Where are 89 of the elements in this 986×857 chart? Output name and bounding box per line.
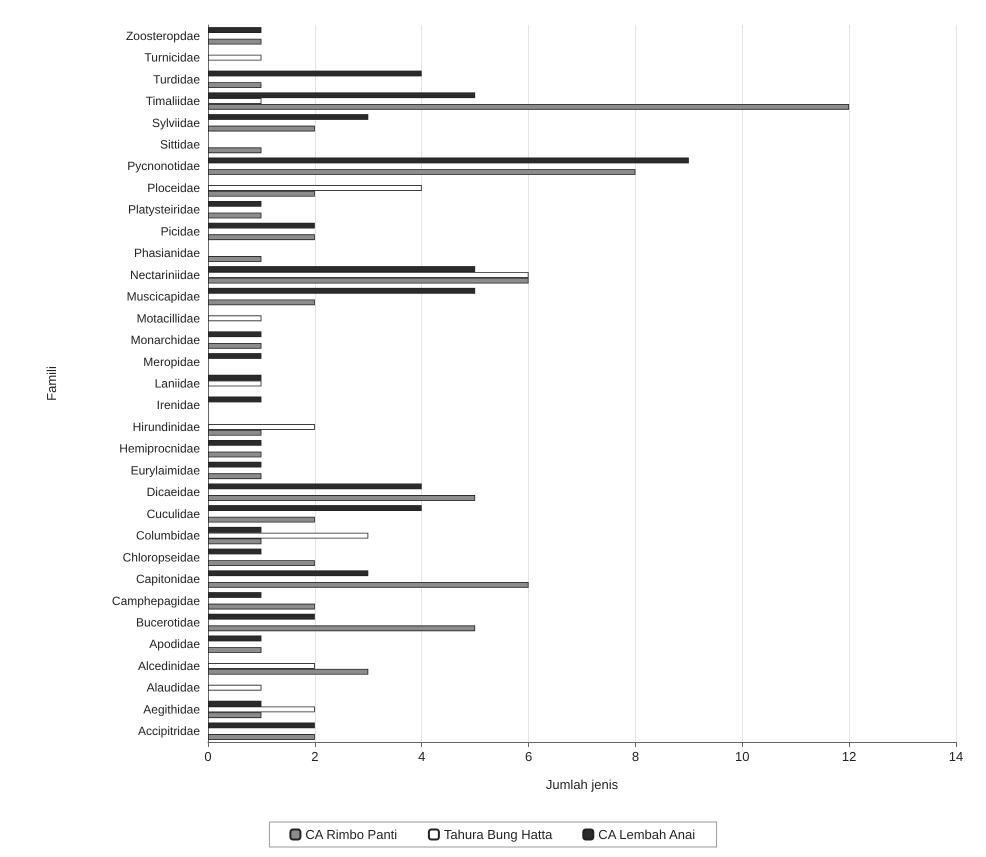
x-axis-title: Jumlah jenis [546,777,619,792]
y-tick-label: Muscicapidae [126,290,200,304]
y-tick-label: Timaliidae [146,94,200,108]
x-tick-label: 10 [735,749,750,764]
y-tick-label: Bucerotidae [136,616,200,630]
bar [208,473,262,480]
y-tick-label: Eurylaimidae [130,463,200,478]
y-tick-label: Cuculidae [146,506,200,521]
bar [208,331,262,338]
y-tick-label: Alaudidae [146,680,200,695]
bar [208,126,315,132]
bar [208,495,476,501]
bar [208,592,262,598]
y-tick-label: Irenidae [156,398,200,412]
y-tick-label: Chloropseidae [122,550,200,564]
y-tick-label: Meropidae [143,354,200,369]
y-tick-label: Sittidae [160,138,200,152]
y-tick-label: Accipitridae [138,724,200,738]
x-tick-label: 4 [418,749,426,764]
bar [208,636,262,642]
y-tick-label: Ploceidae [147,180,200,195]
y-tick-label: Columbidae [136,528,200,543]
y-tick-label: Hirundinidae [132,420,200,434]
bar [208,222,315,229]
bar [208,734,315,740]
bar [208,570,368,576]
y-tick-label: Nectariniidae [130,268,200,282]
bar [208,27,262,33]
legend-label: CA Lembah Anai [598,827,696,842]
y-tick-label: Apodidae [149,637,200,652]
bar [208,158,689,164]
bar [208,647,262,653]
bar [208,212,262,218]
bar [208,315,262,322]
bar [208,604,315,610]
y-tick-label: Monarchidae [130,333,200,348]
bar [208,505,422,511]
y-tick-label: Picidae [160,224,200,238]
bar [208,82,262,88]
x-tick-label: 12 [842,749,856,764]
bar [208,256,262,262]
bar [208,560,315,566]
bar [208,548,262,554]
y-tick-label: Phasianidae [134,246,200,260]
legend-label: CA Rimbo Panti [305,827,398,842]
bar [208,169,636,175]
x-tick-label: 6 [524,749,532,764]
y-tick-label: Dicaeidae [146,485,200,500]
y-tick-label: Laniidae [154,376,200,390]
bar [208,200,262,207]
y-tick-label: Aegithidae [143,702,200,716]
bar [208,342,262,349]
bar [208,299,315,306]
x-tick-label: 0 [204,749,212,764]
x-tick-label: 2 [311,749,318,764]
bar [208,440,262,446]
bar [208,582,529,588]
bar [208,614,315,620]
bar [208,353,262,359]
y-tick-label: Camphepagidae [112,594,200,608]
bar [208,684,262,691]
y-tick-label: Platysteiridae [128,202,200,217]
x-tick-label: 14 [948,749,964,764]
x-tick-label: 8 [632,749,640,764]
y-axis-title: Famili [44,366,59,401]
y-tick-label: Sylviidae [152,116,200,130]
y-tick-label: Motacillidae [136,311,200,326]
y-tick-label: Zoosteropdae [126,28,200,43]
bar [208,516,315,523]
bar [208,38,262,45]
legend-label: Tahura Bung Hatta [444,827,554,842]
bar [208,625,476,632]
y-tick-label: Pycnonotidae [127,159,200,174]
bar [208,462,262,468]
y-tick-label: Turnicidae [144,50,200,65]
y-tick-label: Capitonidae [136,572,200,586]
bar [208,452,262,458]
bar [208,483,422,490]
bar [208,147,262,154]
bar [208,114,368,120]
bar [208,70,422,76]
bar [208,288,476,294]
y-tick-label: Hemiprocnidae [119,442,200,456]
bar [208,396,262,402]
y-tick-label: Alcedinidae [138,658,200,673]
bar [208,54,262,60]
y-tick-label: Turdidae [153,72,200,86]
bar [208,234,315,240]
bar [208,722,315,728]
